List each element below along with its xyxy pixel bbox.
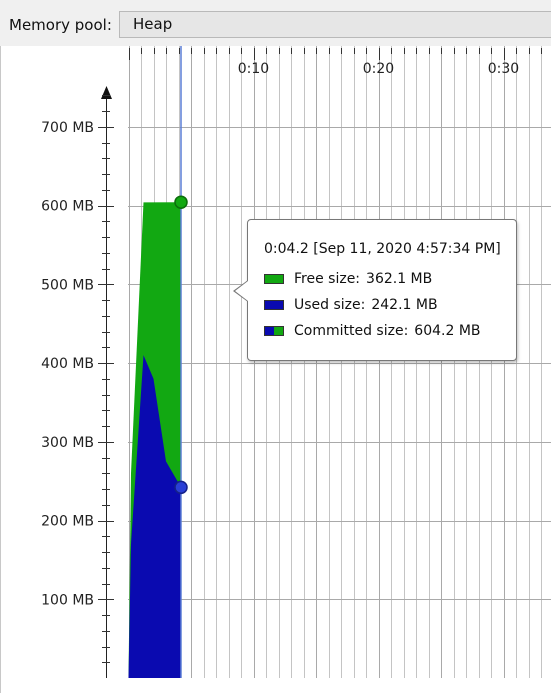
x-tick-label: 0:10 bbox=[238, 61, 269, 77]
free-size-value: 362.1 MB bbox=[366, 271, 433, 287]
y-tick-label: 700 MB bbox=[41, 120, 94, 136]
memory-pool-toolbar: Memory pool: Heap bbox=[0, 0, 551, 46]
committed-size-label: Committed size: bbox=[294, 323, 409, 339]
chart-grid bbox=[128, 46, 551, 678]
memory-pool-label: Memory pool: bbox=[9, 16, 112, 34]
chart-axes bbox=[98, 48, 542, 678]
committed-size-value: 604.2 MB bbox=[414, 323, 481, 339]
chart-labels: 100 MB 200 MB 300 MB 400 MB 500 MB 600 MB 700 … bbox=[41, 61, 519, 608]
tooltip-timestamp: 0:04.2 [Sep 11, 2020 4:57:34 PM] bbox=[264, 241, 501, 257]
free-size-label: Free size: bbox=[294, 271, 361, 287]
y-tick-label: 300 MB bbox=[41, 435, 94, 451]
used-area bbox=[128, 355, 181, 678]
used-size-label: Used size: bbox=[294, 297, 366, 313]
tooltip-row-used: Used size: 242.1 MB bbox=[264, 297, 438, 313]
y-axis-arrow-icon bbox=[101, 86, 112, 99]
x-tick-label: 0:30 bbox=[488, 61, 519, 77]
chart-tooltip: 0:04.2 [Sep 11, 2020 4:57:34 PM] Free si… bbox=[247, 219, 517, 361]
y-tick-label: 200 MB bbox=[41, 514, 94, 530]
y-tick-label: 600 MB bbox=[41, 199, 94, 215]
tooltip-row-committed: Committed size: 604.2 MB bbox=[264, 323, 481, 339]
chart-areas bbox=[128, 202, 181, 678]
x-tick-label: 0:20 bbox=[363, 61, 394, 77]
tooltip-row-free: Free size: 362.1 MB bbox=[264, 271, 432, 287]
used-size-swatch bbox=[264, 300, 284, 310]
committed-size-swatch bbox=[264, 326, 284, 336]
used-marker bbox=[174, 480, 188, 495]
used-size-value: 242.1 MB bbox=[371, 297, 438, 313]
y-tick-label: 100 MB bbox=[41, 592, 94, 608]
tooltip-pointer-fill bbox=[235, 281, 248, 301]
chart-cursor[interactable] bbox=[174, 46, 188, 678]
y-tick-label: 500 MB bbox=[41, 277, 94, 293]
y-tick-label: 400 MB bbox=[41, 356, 94, 372]
free-size-swatch bbox=[264, 274, 284, 284]
committed-marker bbox=[174, 195, 188, 209]
panel-border bbox=[0, 46, 1, 693]
memory-pool-dropdown[interactable]: Heap bbox=[119, 11, 551, 38]
